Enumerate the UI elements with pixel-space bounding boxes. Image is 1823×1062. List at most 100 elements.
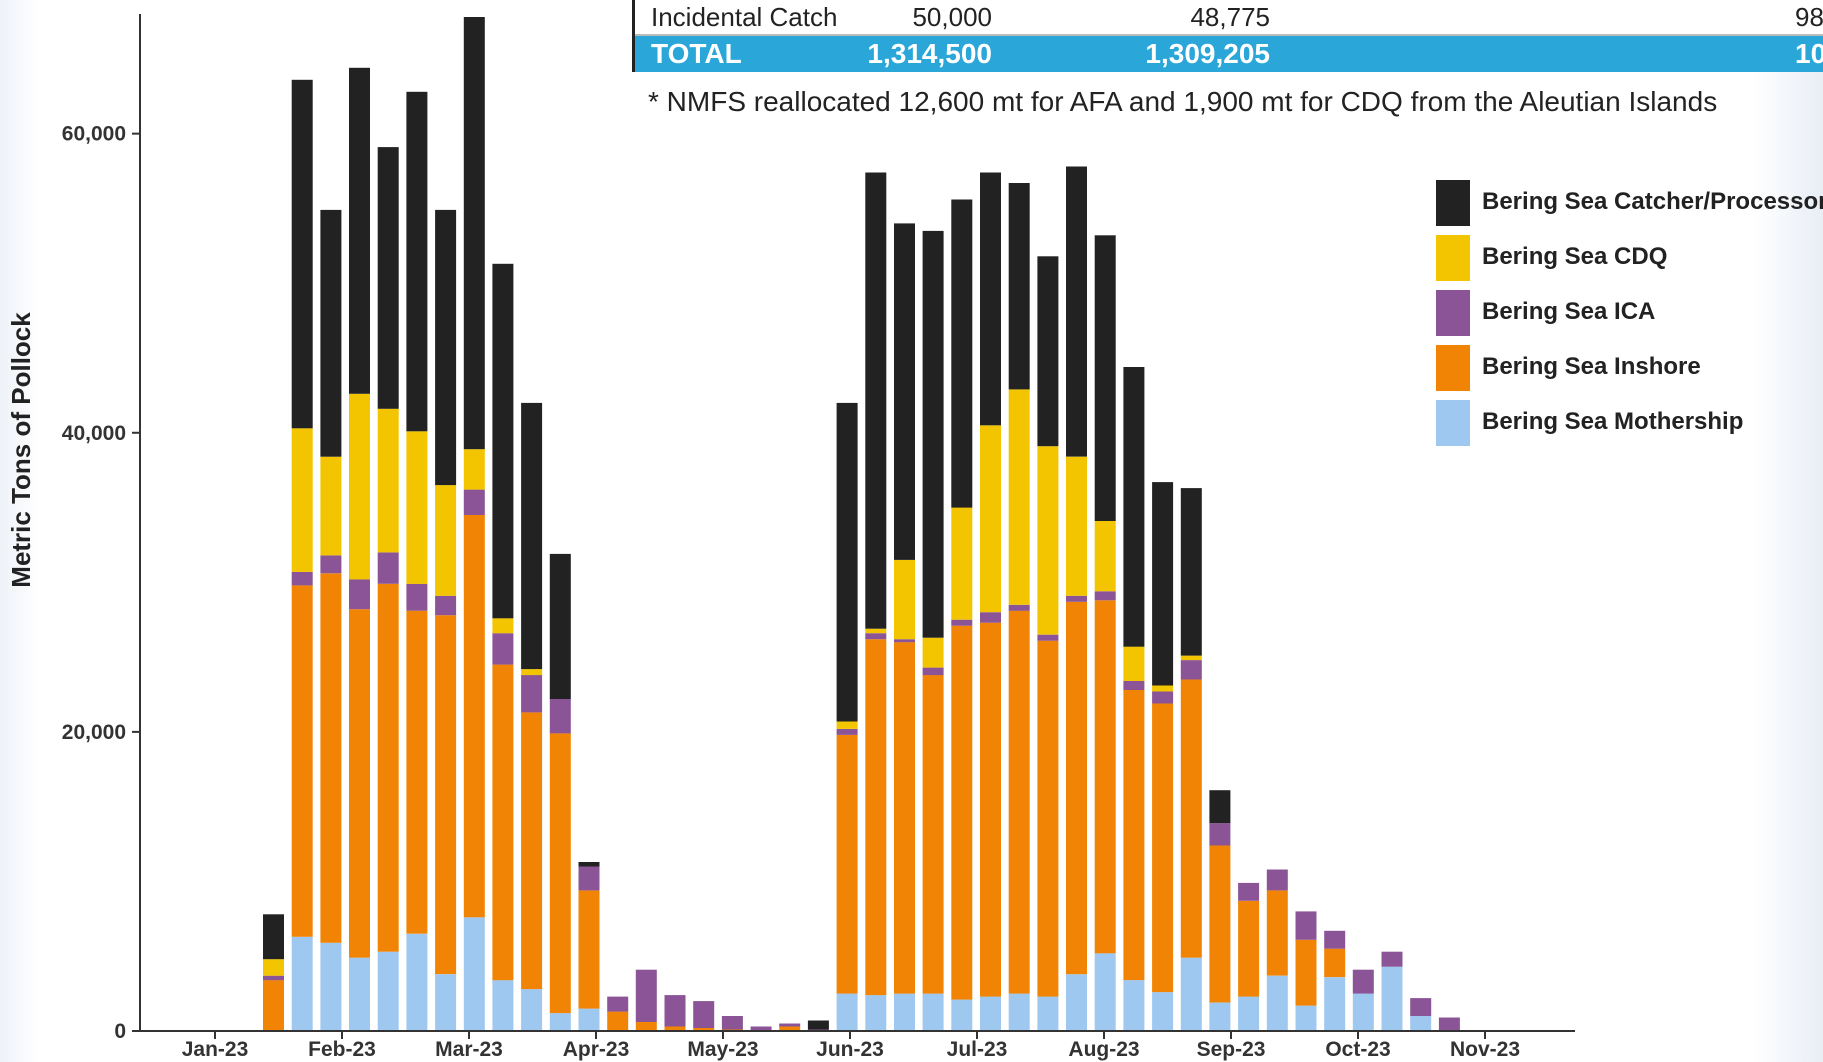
bar-segment xyxy=(1180,660,1202,680)
bar-segment xyxy=(865,639,887,996)
y-axis-label: Metric Tons of Pollock xyxy=(6,312,36,588)
bar-segment xyxy=(435,974,457,1031)
bar-segment xyxy=(492,633,514,665)
bar-segment xyxy=(1123,690,1145,981)
bar-segment xyxy=(320,555,342,574)
bar-segment xyxy=(1410,1016,1432,1031)
bar-segment xyxy=(836,402,858,722)
bar-segment xyxy=(349,609,370,958)
row-value-3: 100% xyxy=(1795,38,1823,69)
bar-segment xyxy=(1295,1005,1317,1031)
bar-segment xyxy=(320,573,342,943)
bar-segment xyxy=(1209,845,1231,1003)
legend-label: Bering Sea CDQ xyxy=(1482,243,1668,270)
bar-segment xyxy=(521,402,543,670)
legend-swatch xyxy=(1436,345,1470,391)
bar-segment xyxy=(1008,604,1030,611)
legend-label: Bering Sea Catcher/Processor xyxy=(1482,188,1823,215)
x-tick-label: Oct-23 xyxy=(1325,1038,1390,1061)
bar-segment xyxy=(549,733,571,1014)
bar-segment xyxy=(549,1013,571,1031)
bar-segment xyxy=(1094,591,1116,601)
bar-segment xyxy=(836,734,858,994)
bar-segment xyxy=(1123,681,1145,690)
bar-segment xyxy=(349,579,370,610)
bar-segment xyxy=(492,664,514,981)
bar-segment xyxy=(750,1026,772,1031)
bar-segment xyxy=(1066,601,1087,975)
bar-segment xyxy=(1037,640,1059,997)
bar-segment xyxy=(1152,685,1174,692)
y-ticks: 0 20,000 40,000 60,000 xyxy=(62,123,140,1043)
bar-segment xyxy=(1008,993,1030,1031)
right-background-shade xyxy=(1753,0,1823,1062)
bar-segment xyxy=(1180,655,1202,661)
bar-segment xyxy=(263,975,284,981)
bar-segment xyxy=(549,699,571,734)
bar-segment xyxy=(263,980,284,1031)
bar-segment xyxy=(549,553,571,699)
bar-segment xyxy=(922,993,944,1031)
bar-segment xyxy=(291,428,313,572)
x-tick-label: Sep-23 xyxy=(1197,1038,1266,1061)
bar-segment xyxy=(1037,256,1059,447)
x-tick-label: Aug-23 xyxy=(1068,1038,1139,1061)
bar-segment xyxy=(492,263,514,619)
bar-segment xyxy=(894,223,915,560)
y-tick-label: 0 xyxy=(114,1020,126,1043)
bar-segment xyxy=(1180,679,1202,958)
footnote: * NMFS reallocated 12,600 mt for AFA and… xyxy=(648,86,1718,117)
bar-segment xyxy=(406,583,428,611)
bar-segment xyxy=(521,712,543,990)
legend-item-ica: Bering Sea ICA xyxy=(1436,288,1823,343)
legend-swatch xyxy=(1436,400,1470,446)
bar-segment xyxy=(1037,446,1059,635)
bar-segment xyxy=(521,669,543,676)
bar-segment xyxy=(349,957,370,1031)
bar-segment xyxy=(1066,456,1087,596)
bar-segment xyxy=(578,862,600,867)
axes-layer xyxy=(139,14,1575,1032)
bar-segment xyxy=(951,507,973,620)
bar-segment xyxy=(1094,521,1116,592)
bar-segment xyxy=(263,959,284,976)
x-tick-label: Apr-23 xyxy=(563,1038,630,1061)
bar-segment xyxy=(435,615,457,975)
row-value-1: 50,000 xyxy=(912,2,992,32)
bar-segment xyxy=(1008,610,1030,994)
bar-segment xyxy=(1123,367,1145,647)
bar-segment xyxy=(406,933,428,1031)
y-tick-label: 40,000 xyxy=(62,422,126,445)
bar-segment xyxy=(1094,600,1116,954)
x-tick-label: Jun-23 xyxy=(816,1038,884,1061)
y-tick-label: 20,000 xyxy=(62,721,126,744)
legend-swatch xyxy=(1436,235,1470,281)
bar-segment xyxy=(807,1020,829,1030)
bar-segment xyxy=(922,230,944,638)
row-value-2: 48,775 xyxy=(1190,2,1270,32)
row-label: TOTAL xyxy=(651,38,742,69)
bar-segment xyxy=(894,642,915,994)
row-label: Incidental Catch xyxy=(651,2,838,32)
bar-segment xyxy=(1324,948,1346,978)
bar-segment xyxy=(377,552,399,584)
bar-segment xyxy=(263,914,284,960)
bar-segment xyxy=(607,1011,629,1031)
bar-segment xyxy=(1094,953,1116,1031)
bar-segment xyxy=(980,172,1001,426)
bar-segment xyxy=(922,637,944,668)
bar-segment xyxy=(1123,980,1145,1031)
bar-segment xyxy=(836,728,858,735)
bar-segment xyxy=(865,628,887,634)
bar-segment xyxy=(320,209,342,457)
bar-segment xyxy=(607,996,629,1012)
x-tick-label: Nov-23 xyxy=(1450,1038,1520,1061)
bar-segment xyxy=(578,866,600,891)
bar-segment xyxy=(1152,691,1174,704)
bar-segment xyxy=(894,559,915,640)
bar-segment xyxy=(894,639,915,643)
bar-segment xyxy=(1238,882,1260,901)
bar-segment xyxy=(1008,389,1030,605)
bar-segment xyxy=(1066,166,1087,457)
bar-segment xyxy=(1066,595,1087,602)
